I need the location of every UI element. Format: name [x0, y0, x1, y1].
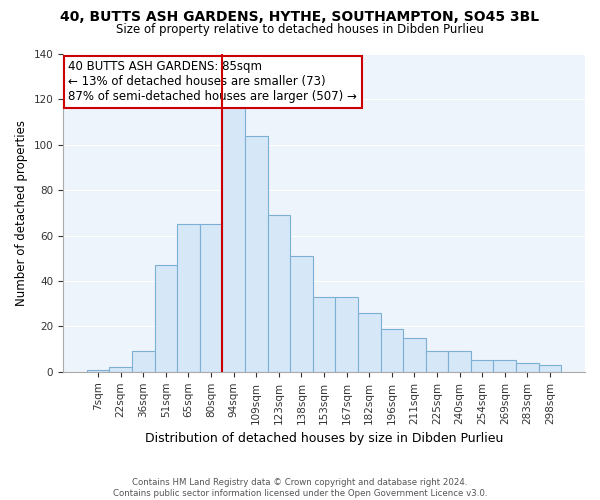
Bar	[380, 328, 403, 372]
Text: Size of property relative to detached houses in Dibden Purlieu: Size of property relative to detached ho…	[116, 22, 484, 36]
Bar	[223, 104, 245, 372]
Text: 40, BUTTS ASH GARDENS, HYTHE, SOUTHAMPTON, SO45 3BL: 40, BUTTS ASH GARDENS, HYTHE, SOUTHAMPTO…	[61, 10, 539, 24]
Bar	[516, 362, 539, 372]
X-axis label: Distribution of detached houses by size in Dibden Purlieu: Distribution of detached houses by size …	[145, 432, 503, 445]
Bar	[268, 215, 290, 372]
Bar	[471, 360, 493, 372]
Bar	[200, 224, 223, 372]
Bar	[245, 136, 268, 372]
Bar	[290, 256, 313, 372]
Y-axis label: Number of detached properties: Number of detached properties	[15, 120, 28, 306]
Bar	[132, 352, 155, 372]
Bar	[155, 265, 177, 372]
Bar	[87, 370, 109, 372]
Text: Contains HM Land Registry data © Crown copyright and database right 2024.
Contai: Contains HM Land Registry data © Crown c…	[113, 478, 487, 498]
Bar	[109, 368, 132, 372]
Bar	[539, 365, 561, 372]
Bar	[358, 313, 380, 372]
Text: 40 BUTTS ASH GARDENS: 85sqm
← 13% of detached houses are smaller (73)
87% of sem: 40 BUTTS ASH GARDENS: 85sqm ← 13% of det…	[68, 60, 357, 104]
Bar	[177, 224, 200, 372]
Bar	[425, 352, 448, 372]
Bar	[448, 352, 471, 372]
Bar	[313, 297, 335, 372]
Bar	[335, 297, 358, 372]
Bar	[403, 338, 425, 372]
Bar	[493, 360, 516, 372]
